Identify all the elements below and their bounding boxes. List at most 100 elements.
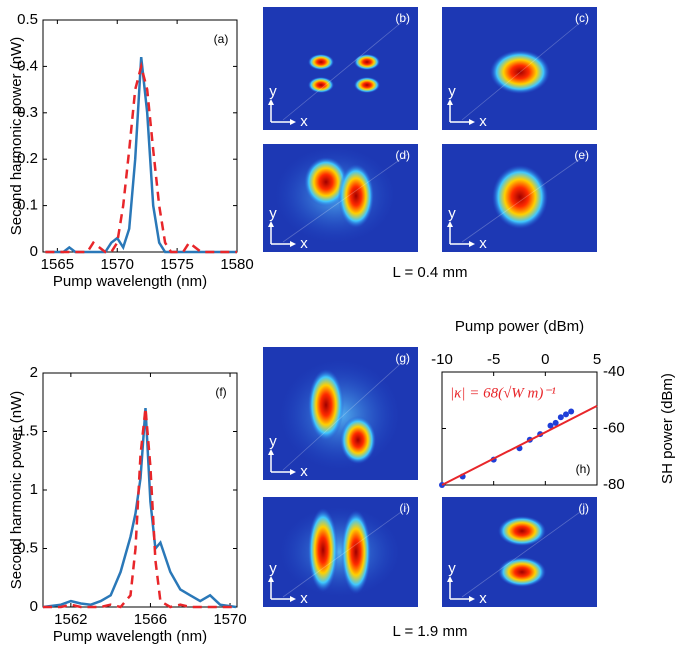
mode-lobe [341, 510, 371, 594]
axis-name: y [269, 433, 277, 450]
arrow-head [447, 99, 475, 125]
mode-lobe [498, 557, 546, 587]
y-tick-label: -80 [603, 476, 625, 493]
axis-name: x [479, 235, 487, 252]
x-tick-label: 1575 [160, 256, 193, 273]
y-tick-label: 0.2 [17, 150, 38, 167]
panel-label: (d) [395, 148, 410, 162]
plot-frame [441, 371, 598, 486]
mode-lobe [308, 54, 334, 70]
panel-label: (e) [574, 148, 589, 162]
axis-name: y [448, 205, 456, 222]
y-tick-label: 0.5 [17, 539, 38, 556]
y-axis-label: Second harmonic power (nW) [8, 37, 25, 235]
data-point [547, 422, 554, 429]
data-line [45, 61, 237, 254]
arrow-head [268, 449, 296, 475]
x-tick-label: 5 [593, 351, 601, 368]
data-line [43, 407, 236, 609]
axis-name: x [300, 463, 308, 480]
arrow-head [447, 576, 475, 602]
x-axis-label: Pump wavelength (nm) [53, 273, 207, 290]
y-tick-label: 0 [30, 598, 38, 615]
diagonal [461, 153, 588, 243]
axis-name: x [479, 113, 487, 130]
x-axis-label: Pump power (dBm) [455, 318, 584, 335]
panel-label: (a) [214, 32, 229, 46]
panel-label: (h) [576, 462, 591, 476]
data-point [557, 414, 564, 421]
y-axis-label: SH power (dBm) [659, 373, 676, 484]
mode-lobe [492, 165, 548, 229]
arrow-head [268, 221, 296, 247]
diagonal [461, 16, 588, 121]
annotation: |κ| = 68(√W m)⁻¹ [450, 385, 556, 401]
x-tick-label: 1565 [41, 256, 74, 273]
mode-lobe [498, 516, 546, 546]
x-tick-label: 1570 [213, 611, 246, 628]
y-tick-label: 0.1 [17, 197, 38, 214]
y-axis-label: Second harmonic power (nW) [8, 391, 25, 589]
axis-name: y [269, 560, 277, 577]
mode-lobe [354, 54, 380, 70]
fit-line [441, 405, 598, 486]
mode-lobe [338, 164, 374, 228]
mode-lobe [490, 50, 550, 94]
data-point [563, 411, 569, 418]
axis-name: x [300, 113, 308, 130]
x-tick-label: 1562 [54, 611, 87, 628]
x-tick-label: -10 [431, 351, 453, 368]
x-tick-label: 1566 [134, 611, 167, 628]
y-tick-label: 1.5 [17, 422, 38, 439]
diagonal [282, 16, 409, 121]
y-tick-label: -40 [603, 363, 625, 380]
x-tick-label: 1580 [220, 256, 253, 273]
axis-name: x [300, 235, 308, 252]
y-tick-label: 0.3 [17, 104, 38, 121]
y-tick-label: 2 [30, 364, 38, 381]
mode-lobe [340, 416, 376, 464]
axis-name: y [269, 205, 277, 222]
x-tick-label: 0 [541, 351, 549, 368]
x-tick-label: -5 [487, 351, 500, 368]
axis-name: y [448, 560, 456, 577]
y-tick-label: 1 [30, 481, 38, 498]
mode-lobe [308, 369, 344, 441]
panel-label: (b) [395, 11, 410, 25]
panel-label: (g) [395, 351, 410, 365]
mode-lobe [308, 77, 334, 93]
data-point [568, 408, 575, 415]
axis-name: y [269, 83, 277, 100]
diagonal [282, 356, 409, 471]
arrow-head [268, 99, 296, 125]
panel-label: (c) [575, 11, 589, 25]
plot-frame [42, 19, 238, 253]
panel-label: (f) [215, 385, 226, 399]
axis-name: x [300, 590, 308, 607]
x-axis-label: Pump wavelength (nm) [53, 628, 207, 645]
mode-image [442, 497, 597, 607]
arrow-head [447, 221, 475, 247]
arrow-head [268, 576, 296, 602]
panel-label: (j) [578, 501, 589, 515]
mode-lobe [308, 508, 338, 592]
mode-image [263, 7, 418, 130]
mode-glow [280, 507, 400, 597]
diagonal [282, 153, 409, 243]
y-tick-label: -60 [603, 419, 625, 436]
axis-name: x [479, 590, 487, 607]
diagonal [282, 506, 409, 598]
x-tick-label: 1570 [101, 256, 134, 273]
axis-name: y [448, 83, 456, 100]
data-point [552, 419, 559, 426]
caption: L = 0.4 mm [393, 264, 468, 281]
y-tick-label: 0 [30, 243, 38, 260]
mode-lobe [354, 77, 380, 93]
mode-lobe [304, 157, 348, 207]
panel-label: (i) [399, 501, 410, 515]
y-tick-label: 0.5 [17, 11, 38, 28]
caption: L = 1.9 mm [393, 623, 468, 640]
diagonal [461, 506, 588, 598]
y-tick-label: 0.4 [17, 57, 38, 74]
